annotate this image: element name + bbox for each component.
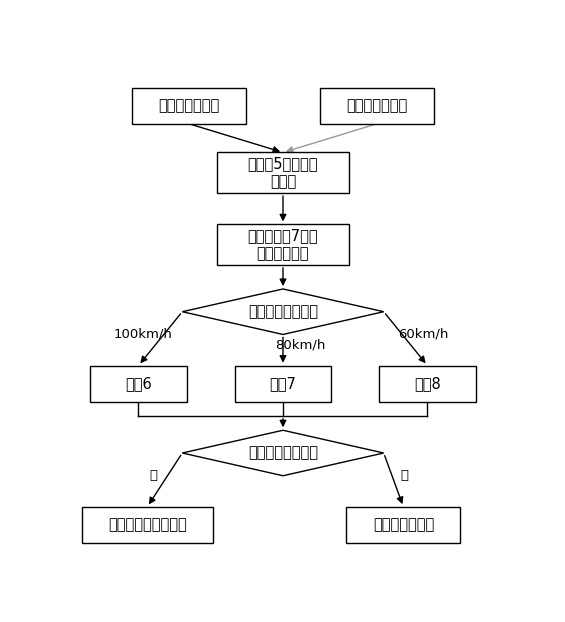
Text: 利用公式（7）转
化为车道密度: 利用公式（7）转 化为车道密度 <box>247 228 318 261</box>
Text: 查表7: 查表7 <box>270 376 297 391</box>
Text: 选定主线交通量: 选定主线交通量 <box>346 98 408 113</box>
Bar <box>346 507 460 543</box>
Bar <box>132 88 246 124</box>
Bar <box>320 88 434 124</box>
Text: 重新选定交织区长度: 重新选定交织区长度 <box>108 518 186 532</box>
Bar <box>379 366 476 402</box>
Bar <box>81 507 213 543</box>
Text: 选定交织区长度: 选定交织区长度 <box>158 98 219 113</box>
Polygon shape <box>182 289 384 335</box>
Bar <box>218 225 349 265</box>
Bar <box>90 366 186 402</box>
Text: 否: 否 <box>150 468 158 481</box>
Text: 确定交织区长度: 确定交织区长度 <box>373 518 434 532</box>
Text: 查表6: 查表6 <box>125 376 152 391</box>
Bar <box>218 152 349 193</box>
Text: 快速路的设计时速: 快速路的设计时速 <box>248 304 318 319</box>
Text: 是: 是 <box>401 468 408 481</box>
Text: 查表8: 查表8 <box>414 376 441 391</box>
Polygon shape <box>182 430 384 476</box>
Text: 利用表5计算时间
占有率: 利用表5计算时间 占有率 <box>247 157 318 189</box>
Text: 是否满足设计需要: 是否满足设计需要 <box>248 445 318 460</box>
Bar <box>235 366 331 402</box>
Text: 100km/h: 100km/h <box>114 327 172 340</box>
Text: 80km/h: 80km/h <box>275 339 325 352</box>
Text: 60km/h: 60km/h <box>398 327 448 340</box>
